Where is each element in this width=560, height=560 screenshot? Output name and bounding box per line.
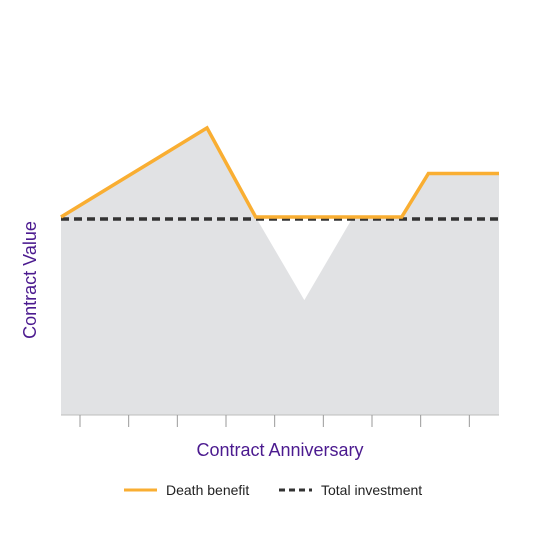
- plot-area: [60, 125, 499, 416]
- legend-label-total-investment: Total investment: [321, 482, 422, 498]
- x-axis-ticks: [79, 415, 470, 427]
- x-axis-label: Contract Anniversary: [196, 440, 363, 460]
- legend-label-death-benefit: Death benefit: [166, 482, 249, 498]
- death-benefit-line: [60, 125, 499, 219]
- contract-value-area: [61, 127, 499, 416]
- y-axis-label: Contract Value: [20, 221, 40, 339]
- legend: Death benefit Total investment: [124, 482, 422, 498]
